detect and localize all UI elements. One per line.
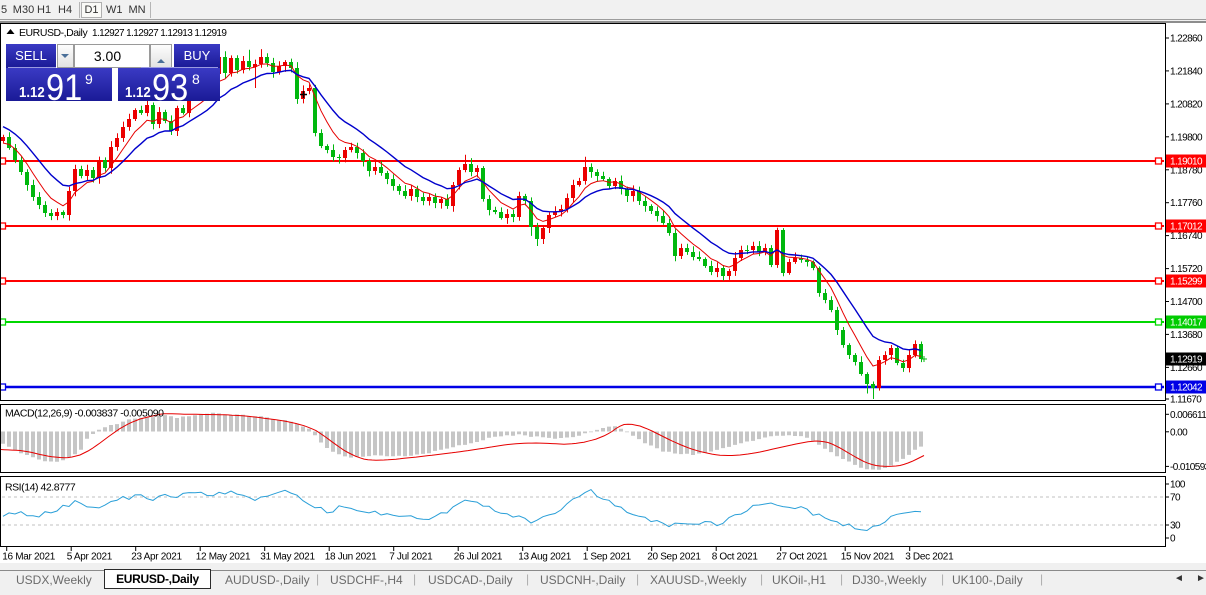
svg-text:27 Oct 2021: 27 Oct 2021 — [776, 552, 828, 563]
svg-text:MACD(12,26,9) -0.003837 -0.005: MACD(12,26,9) -0.003837 -0.005090 — [5, 408, 164, 420]
svg-text:1.18780: 1.18780 — [1170, 165, 1203, 176]
svg-text:16 Mar 2021: 16 Mar 2021 — [2, 552, 56, 563]
svg-text:1.12919: 1.12919 — [1170, 355, 1203, 366]
svg-text:0.006611: 0.006611 — [1170, 410, 1206, 421]
svg-text:100: 100 — [1170, 480, 1186, 491]
svg-text:15 Nov 2021: 15 Nov 2021 — [841, 552, 895, 563]
svg-text:3 Dec 2021: 3 Dec 2021 — [905, 552, 954, 563]
svg-text:1 Sep 2021: 1 Sep 2021 — [583, 552, 632, 563]
svg-text:30: 30 — [1170, 521, 1181, 532]
svg-text:70: 70 — [1170, 493, 1181, 504]
svg-text:31 May 2021: 31 May 2021 — [260, 552, 315, 563]
svg-text:12 May 2021: 12 May 2021 — [196, 552, 251, 563]
svg-text:8 Oct 2021: 8 Oct 2021 — [712, 552, 759, 563]
svg-text:1.15720: 1.15720 — [1170, 264, 1203, 275]
svg-text:1.12927 1.12927 1.12913 1.1291: 1.12927 1.12927 1.12913 1.12919 — [92, 28, 227, 39]
svg-text:1.17012: 1.17012 — [1170, 222, 1203, 233]
svg-text:1.14017: 1.14017 — [1170, 318, 1203, 329]
svg-text:RSI(14) 42.8777: RSI(14) 42.8777 — [5, 482, 76, 494]
svg-text:1.11670: 1.11670 — [1170, 395, 1202, 406]
svg-text:18 Jun 2021: 18 Jun 2021 — [325, 552, 377, 563]
svg-text:23 Apr 2021: 23 Apr 2021 — [131, 552, 182, 563]
svg-text:13 Aug 2021: 13 Aug 2021 — [518, 552, 572, 563]
svg-text:7 Jul 2021: 7 Jul 2021 — [389, 552, 433, 563]
svg-text:EURUSD-,Daily: EURUSD-,Daily — [19, 27, 88, 39]
svg-text:1.22860: 1.22860 — [1170, 34, 1203, 45]
svg-text:1.17760: 1.17760 — [1170, 198, 1203, 209]
svg-text:1.13680: 1.13680 — [1170, 330, 1203, 341]
svg-text:5 Apr 2021: 5 Apr 2021 — [67, 552, 113, 563]
svg-text:26 Jul 2021: 26 Jul 2021 — [454, 552, 503, 563]
svg-text:1.12042: 1.12042 — [1170, 383, 1203, 394]
svg-text:1.19010: 1.19010 — [1170, 157, 1203, 168]
svg-text:0: 0 — [1170, 534, 1176, 545]
svg-text:1.15299: 1.15299 — [1170, 277, 1203, 288]
svg-text:1.20820: 1.20820 — [1170, 99, 1203, 110]
svg-text:1.16740: 1.16740 — [1170, 231, 1203, 242]
svg-text:20 Sep 2021: 20 Sep 2021 — [647, 552, 701, 563]
svg-text:1.12660: 1.12660 — [1170, 363, 1203, 374]
svg-text:-0.010593: -0.010593 — [1170, 462, 1206, 473]
svg-text:1.21840: 1.21840 — [1170, 66, 1203, 77]
svg-text:0.00: 0.00 — [1170, 427, 1188, 438]
svg-text:1.19800: 1.19800 — [1170, 132, 1203, 143]
svg-text:1.14700: 1.14700 — [1170, 297, 1203, 308]
